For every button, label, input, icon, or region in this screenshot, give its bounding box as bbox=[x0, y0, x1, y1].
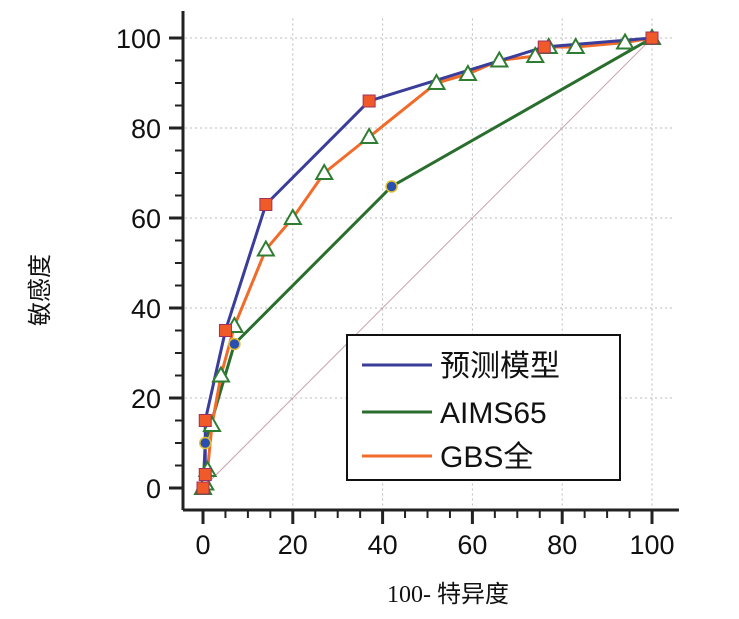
x-tick-label: 20 bbox=[278, 530, 308, 560]
data-point bbox=[218, 324, 232, 337]
legend-label-gbs: GBS全 bbox=[440, 441, 533, 474]
y-tick-label: 60 bbox=[131, 204, 161, 234]
data-point bbox=[615, 32, 635, 50]
legend-label-model: 预测模型 bbox=[440, 350, 560, 383]
y-tick-label: 40 bbox=[131, 294, 161, 324]
reference-diagonal bbox=[202, 37, 653, 489]
data-point bbox=[359, 126, 379, 144]
data-point bbox=[565, 36, 586, 54]
data-point bbox=[314, 162, 334, 180]
x-tick-label: 40 bbox=[368, 530, 398, 560]
data-point bbox=[256, 239, 276, 257]
grid bbox=[185, 15, 675, 511]
data-point bbox=[198, 436, 212, 450]
data-point bbox=[362, 94, 376, 108]
data-point bbox=[198, 414, 212, 427]
data-point bbox=[198, 468, 212, 481]
y-tick-label: 20 bbox=[131, 384, 161, 414]
data-point bbox=[458, 63, 478, 81]
x-tick-label: 100 bbox=[629, 530, 674, 560]
data-point bbox=[259, 198, 273, 211]
x-axis-label: 100- 特异度 bbox=[387, 581, 509, 608]
y-tick-label: 100 bbox=[116, 24, 161, 54]
data-point bbox=[645, 31, 659, 45]
data-point bbox=[537, 40, 551, 54]
legend-label-aims65: AIMS65 bbox=[440, 397, 547, 430]
data-point bbox=[385, 180, 398, 193]
data-point bbox=[525, 45, 545, 63]
y-axis-label: 敏感度 bbox=[27, 254, 54, 326]
data-point bbox=[211, 365, 231, 383]
data-point bbox=[196, 481, 210, 495]
x-tick-label: 0 bbox=[195, 530, 210, 560]
data-point bbox=[283, 207, 303, 225]
y-tick-label: 80 bbox=[131, 114, 161, 144]
data-point bbox=[426, 72, 447, 90]
legend: 预测模型 AIMS65 GBS全 bbox=[346, 334, 621, 481]
series-markers-0 bbox=[196, 31, 659, 495]
data-point bbox=[489, 50, 510, 68]
y-tick-label: 0 bbox=[146, 474, 161, 504]
axes: 0 20 40 60 80 100 0 20 40 60 80 100 bbox=[116, 11, 679, 560]
x-tick-label: 80 bbox=[547, 530, 577, 560]
x-tick-label: 60 bbox=[457, 530, 487, 560]
data-point bbox=[228, 337, 241, 351]
